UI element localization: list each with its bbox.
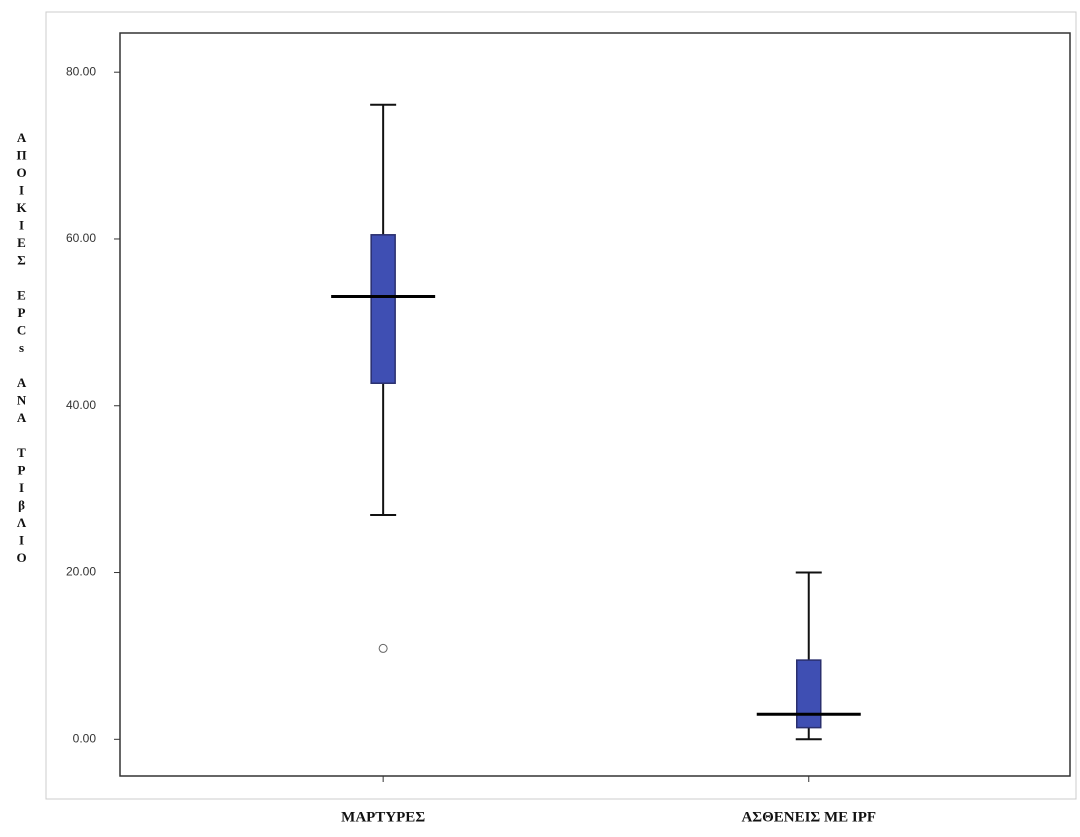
- x-tick-label: ΜΑΡΤΥΡΕΣ: [341, 809, 425, 825]
- y-tick-label: 0.00: [73, 731, 97, 745]
- plot-area: [119, 32, 1071, 777]
- box: [370, 234, 396, 384]
- y-tick-label: 20.00: [66, 565, 96, 579]
- y-tick-label: 60.00: [66, 231, 96, 245]
- box: [796, 659, 822, 729]
- x-tick-label: ΑΣΘΕΝΕΙΣ ΜΕ IPF: [741, 809, 876, 825]
- y-axis-label: ΑΠΟΙΚΙΕΣ EPCs ΑΝΑ ΤΡΙβΛΙΟ: [14, 130, 29, 568]
- y-tick-label: 40.00: [66, 398, 96, 412]
- outlier: [378, 643, 388, 653]
- y-tick-label: 80.00: [66, 64, 96, 78]
